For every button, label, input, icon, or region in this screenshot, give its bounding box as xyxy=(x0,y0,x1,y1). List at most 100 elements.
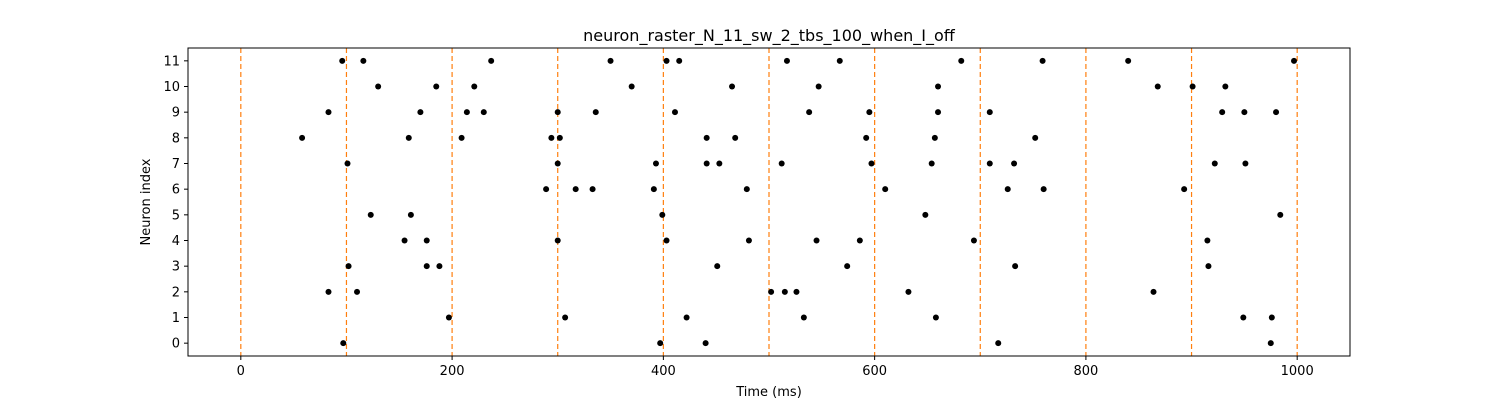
spike-point xyxy=(1240,314,1247,321)
spike-point xyxy=(423,263,430,270)
y-tick-label: 1 xyxy=(172,311,180,326)
spike-point xyxy=(844,263,851,270)
spike-point xyxy=(354,288,361,295)
spike-point xyxy=(702,340,709,347)
spike-point xyxy=(405,134,412,141)
spike-point xyxy=(628,83,635,90)
x-tick-label: 200 xyxy=(440,364,465,379)
spike-point xyxy=(401,237,408,244)
y-axis-ticks: 0 1 2 3 4 5 6 7 8 9 10 11 xyxy=(163,54,188,352)
spike-point xyxy=(882,186,889,193)
x-tick-label: 800 xyxy=(1073,364,1098,379)
spike-point xyxy=(995,340,1002,347)
spike-point xyxy=(836,57,843,64)
spike-point xyxy=(671,109,678,116)
x-tick-label: 600 xyxy=(862,364,887,379)
spike-point xyxy=(815,83,822,90)
y-tick-label: 6 xyxy=(172,183,180,198)
spike-point xyxy=(970,237,977,244)
spike-point xyxy=(554,160,561,167)
spike-point xyxy=(1150,288,1157,295)
spike-point xyxy=(1242,160,1249,167)
y-tick-label: 7 xyxy=(172,157,180,172)
spike-point xyxy=(768,288,775,295)
spike-point xyxy=(716,160,723,167)
spike-point xyxy=(407,211,414,218)
spike-point xyxy=(1004,186,1011,193)
spike-point xyxy=(488,57,495,64)
spike-point xyxy=(1032,134,1039,141)
spike-point xyxy=(703,134,710,141)
spike-point xyxy=(1012,263,1019,270)
spike-point xyxy=(325,109,332,116)
spike-point xyxy=(1189,83,1196,90)
spike-point xyxy=(931,134,938,141)
y-tick-label: 0 xyxy=(172,337,180,352)
spike-point xyxy=(360,57,367,64)
spike-point xyxy=(1222,83,1229,90)
spike-point xyxy=(663,237,670,244)
spike-point xyxy=(703,160,710,167)
spike-point xyxy=(935,109,942,116)
spike-point xyxy=(471,83,478,90)
spike-point xyxy=(339,57,346,64)
spike-point xyxy=(800,314,807,321)
spike-point xyxy=(344,160,351,167)
spike-point xyxy=(745,237,752,244)
spike-markers xyxy=(299,57,1298,347)
y-tick-label: 10 xyxy=(163,80,180,95)
spike-point xyxy=(958,57,965,64)
x-tick-label: 1000 xyxy=(1281,364,1314,379)
spike-point xyxy=(659,211,666,218)
spike-point xyxy=(299,134,306,141)
spike-point xyxy=(663,57,670,64)
spike-point xyxy=(1219,109,1226,116)
plot-frame xyxy=(187,47,1351,357)
spike-point xyxy=(375,83,382,90)
y-tick-label: 4 xyxy=(172,234,180,249)
spike-point xyxy=(676,57,683,64)
spike-point xyxy=(729,83,736,90)
spike-point xyxy=(793,288,800,295)
spike-point xyxy=(935,83,942,90)
spike-point xyxy=(554,109,561,116)
spike-point xyxy=(863,134,870,141)
spike-point xyxy=(572,186,579,193)
y-tick-label: 11 xyxy=(163,54,180,69)
spike-point xyxy=(928,160,935,167)
spike-point xyxy=(345,263,352,270)
spike-point xyxy=(1273,109,1280,116)
spike-point xyxy=(714,263,721,270)
spike-point xyxy=(433,83,440,90)
x-tick-label: 400 xyxy=(651,364,676,379)
spike-point xyxy=(556,134,563,141)
spike-point xyxy=(562,314,569,321)
y-tick-label: 8 xyxy=(172,131,180,146)
y-tick-label: 9 xyxy=(172,106,180,121)
stimulus-lines xyxy=(240,48,1298,356)
chart-title: neuron_raster_N_11_sw_2_tbs_100_when_I_o… xyxy=(583,26,956,46)
spike-point xyxy=(463,109,470,116)
spike-point xyxy=(743,186,750,193)
spike-point xyxy=(458,134,465,141)
spike-point xyxy=(1011,160,1018,167)
spike-point xyxy=(1291,57,1298,64)
spike-point xyxy=(1205,263,1212,270)
spike-point xyxy=(806,109,813,116)
spike-point xyxy=(856,237,863,244)
spike-point xyxy=(866,109,873,116)
x-axis-ticks: 0 200 400 600 800 1000 xyxy=(237,356,1314,379)
spike-point xyxy=(607,57,614,64)
spike-point xyxy=(554,237,561,244)
spike-point xyxy=(781,288,788,295)
spike-point xyxy=(423,237,430,244)
spike-point xyxy=(367,211,374,218)
spike-point xyxy=(548,134,555,141)
spike-point xyxy=(813,237,820,244)
spike-point xyxy=(683,314,690,321)
y-tick-label: 5 xyxy=(172,208,180,223)
y-tick-label: 2 xyxy=(172,285,180,300)
spike-point xyxy=(986,109,993,116)
spike-point xyxy=(543,186,550,193)
spike-point xyxy=(1204,237,1211,244)
